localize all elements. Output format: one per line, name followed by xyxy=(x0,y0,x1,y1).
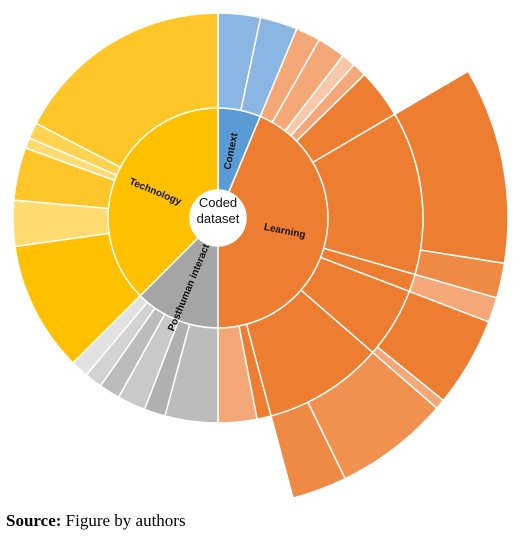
sunburst-segment xyxy=(35,12,219,169)
source-text: Figure by authors xyxy=(65,511,186,530)
center-label: Coded dataset xyxy=(196,195,240,226)
center-hole xyxy=(189,189,247,247)
source-note: Source: Figure by authors xyxy=(6,511,186,531)
source-label: Source: xyxy=(6,511,62,530)
